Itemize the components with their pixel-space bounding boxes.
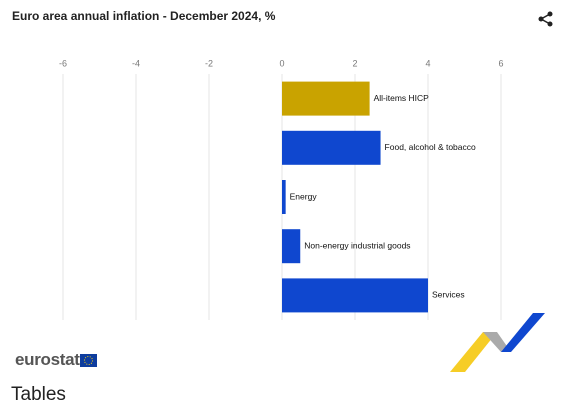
bar [282, 130, 381, 165]
x-tick-label: 6 [498, 58, 503, 68]
category-label: All-items HICP [374, 93, 430, 103]
category-label: Food, alcohol & tobacco [385, 142, 476, 152]
share-icon[interactable] [538, 11, 554, 27]
eu-flag [80, 354, 97, 367]
chart-title: Euro area annual inflation - December 20… [12, 9, 276, 23]
x-tick-label: 0 [279, 58, 284, 68]
bar [282, 278, 428, 313]
bar [282, 180, 286, 214]
category-label: Energy [290, 191, 318, 201]
category-label: Services [432, 290, 465, 300]
x-tick-label: 4 [425, 58, 430, 68]
bar [282, 229, 301, 264]
decor-logo [450, 313, 545, 372]
x-tick-label: -6 [59, 58, 67, 68]
x-tick-label: 2 [352, 58, 357, 68]
bar [282, 81, 370, 116]
chart: -6 -4 -2 0 2 4 6 All-items HICP Food, alcohol & … [59, 58, 504, 320]
x-tick-label: -2 [205, 58, 213, 68]
x-tick-label: -4 [132, 58, 140, 68]
category-label: Non-energy industrial goods [304, 240, 410, 250]
section-heading: Tables [11, 384, 66, 405]
logo-text: eurostat [15, 350, 80, 369]
